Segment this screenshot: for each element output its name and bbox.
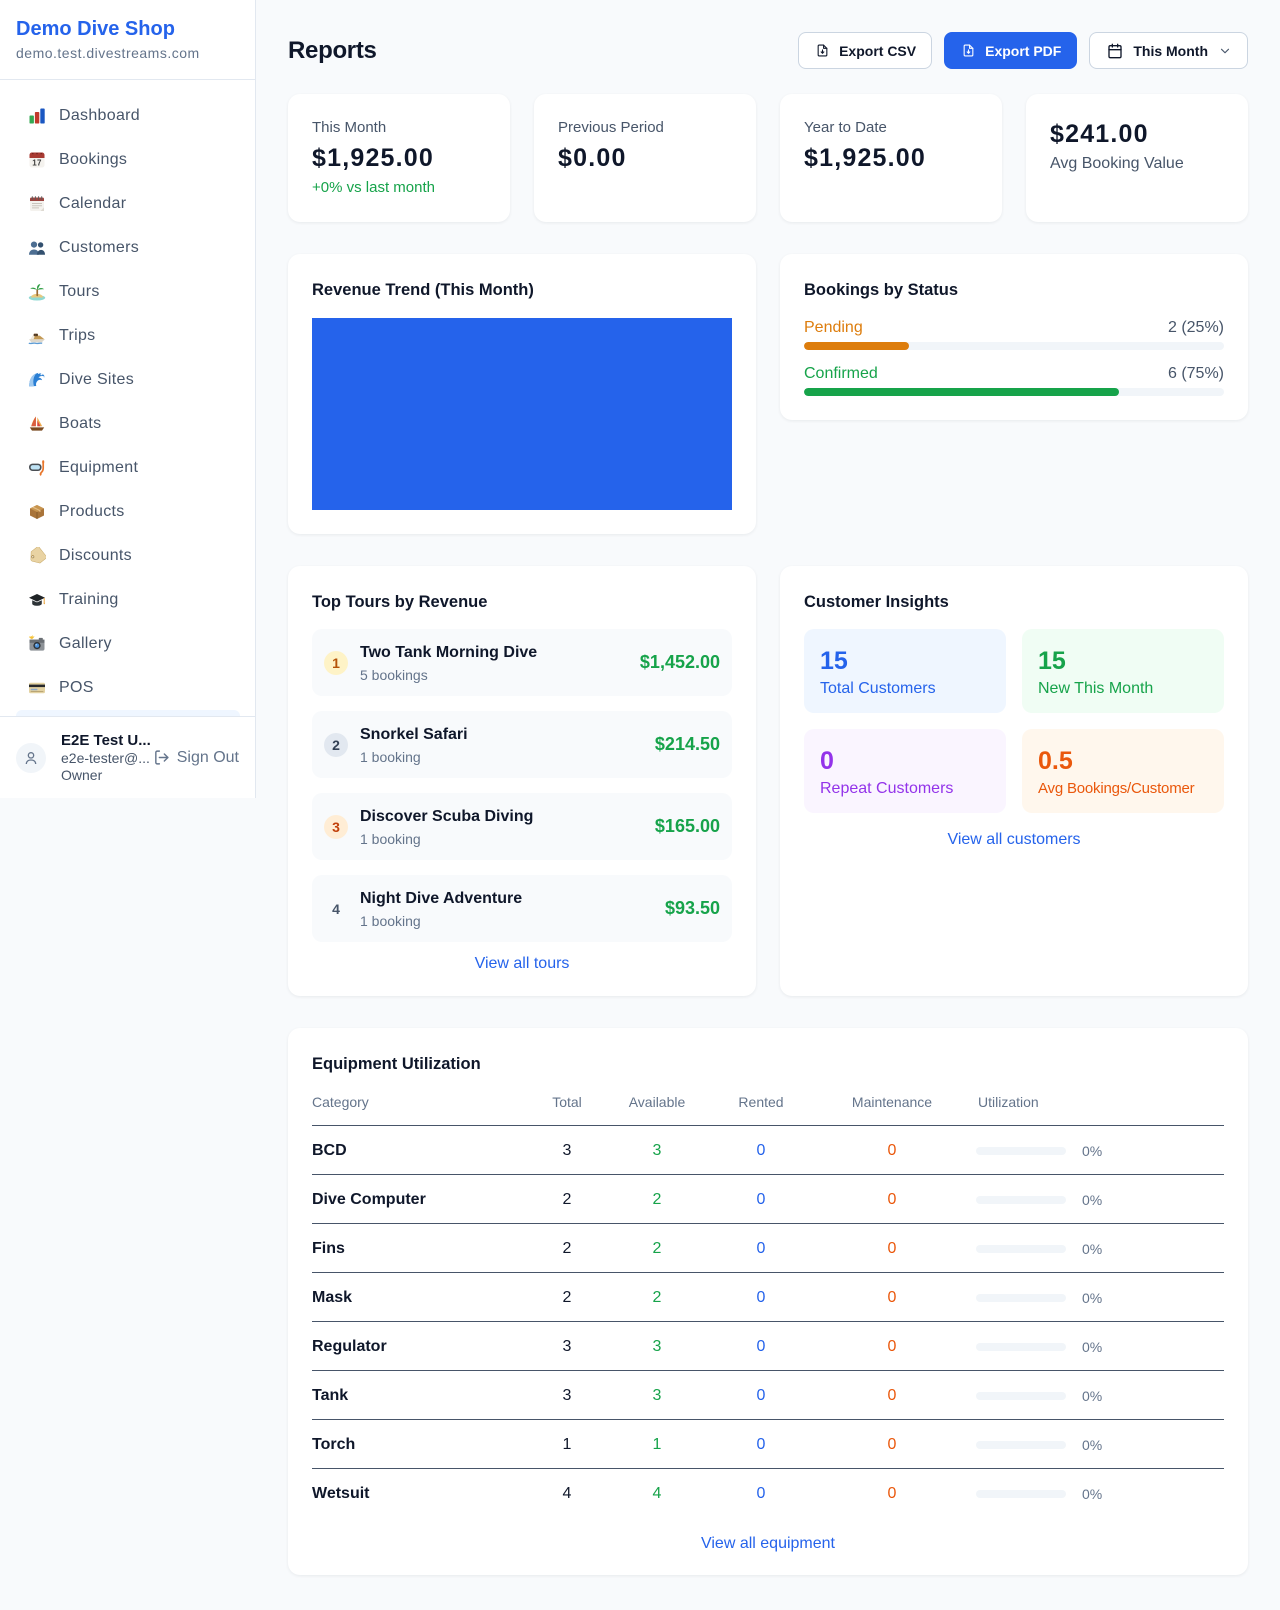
svg-text:17: 17	[32, 159, 42, 168]
